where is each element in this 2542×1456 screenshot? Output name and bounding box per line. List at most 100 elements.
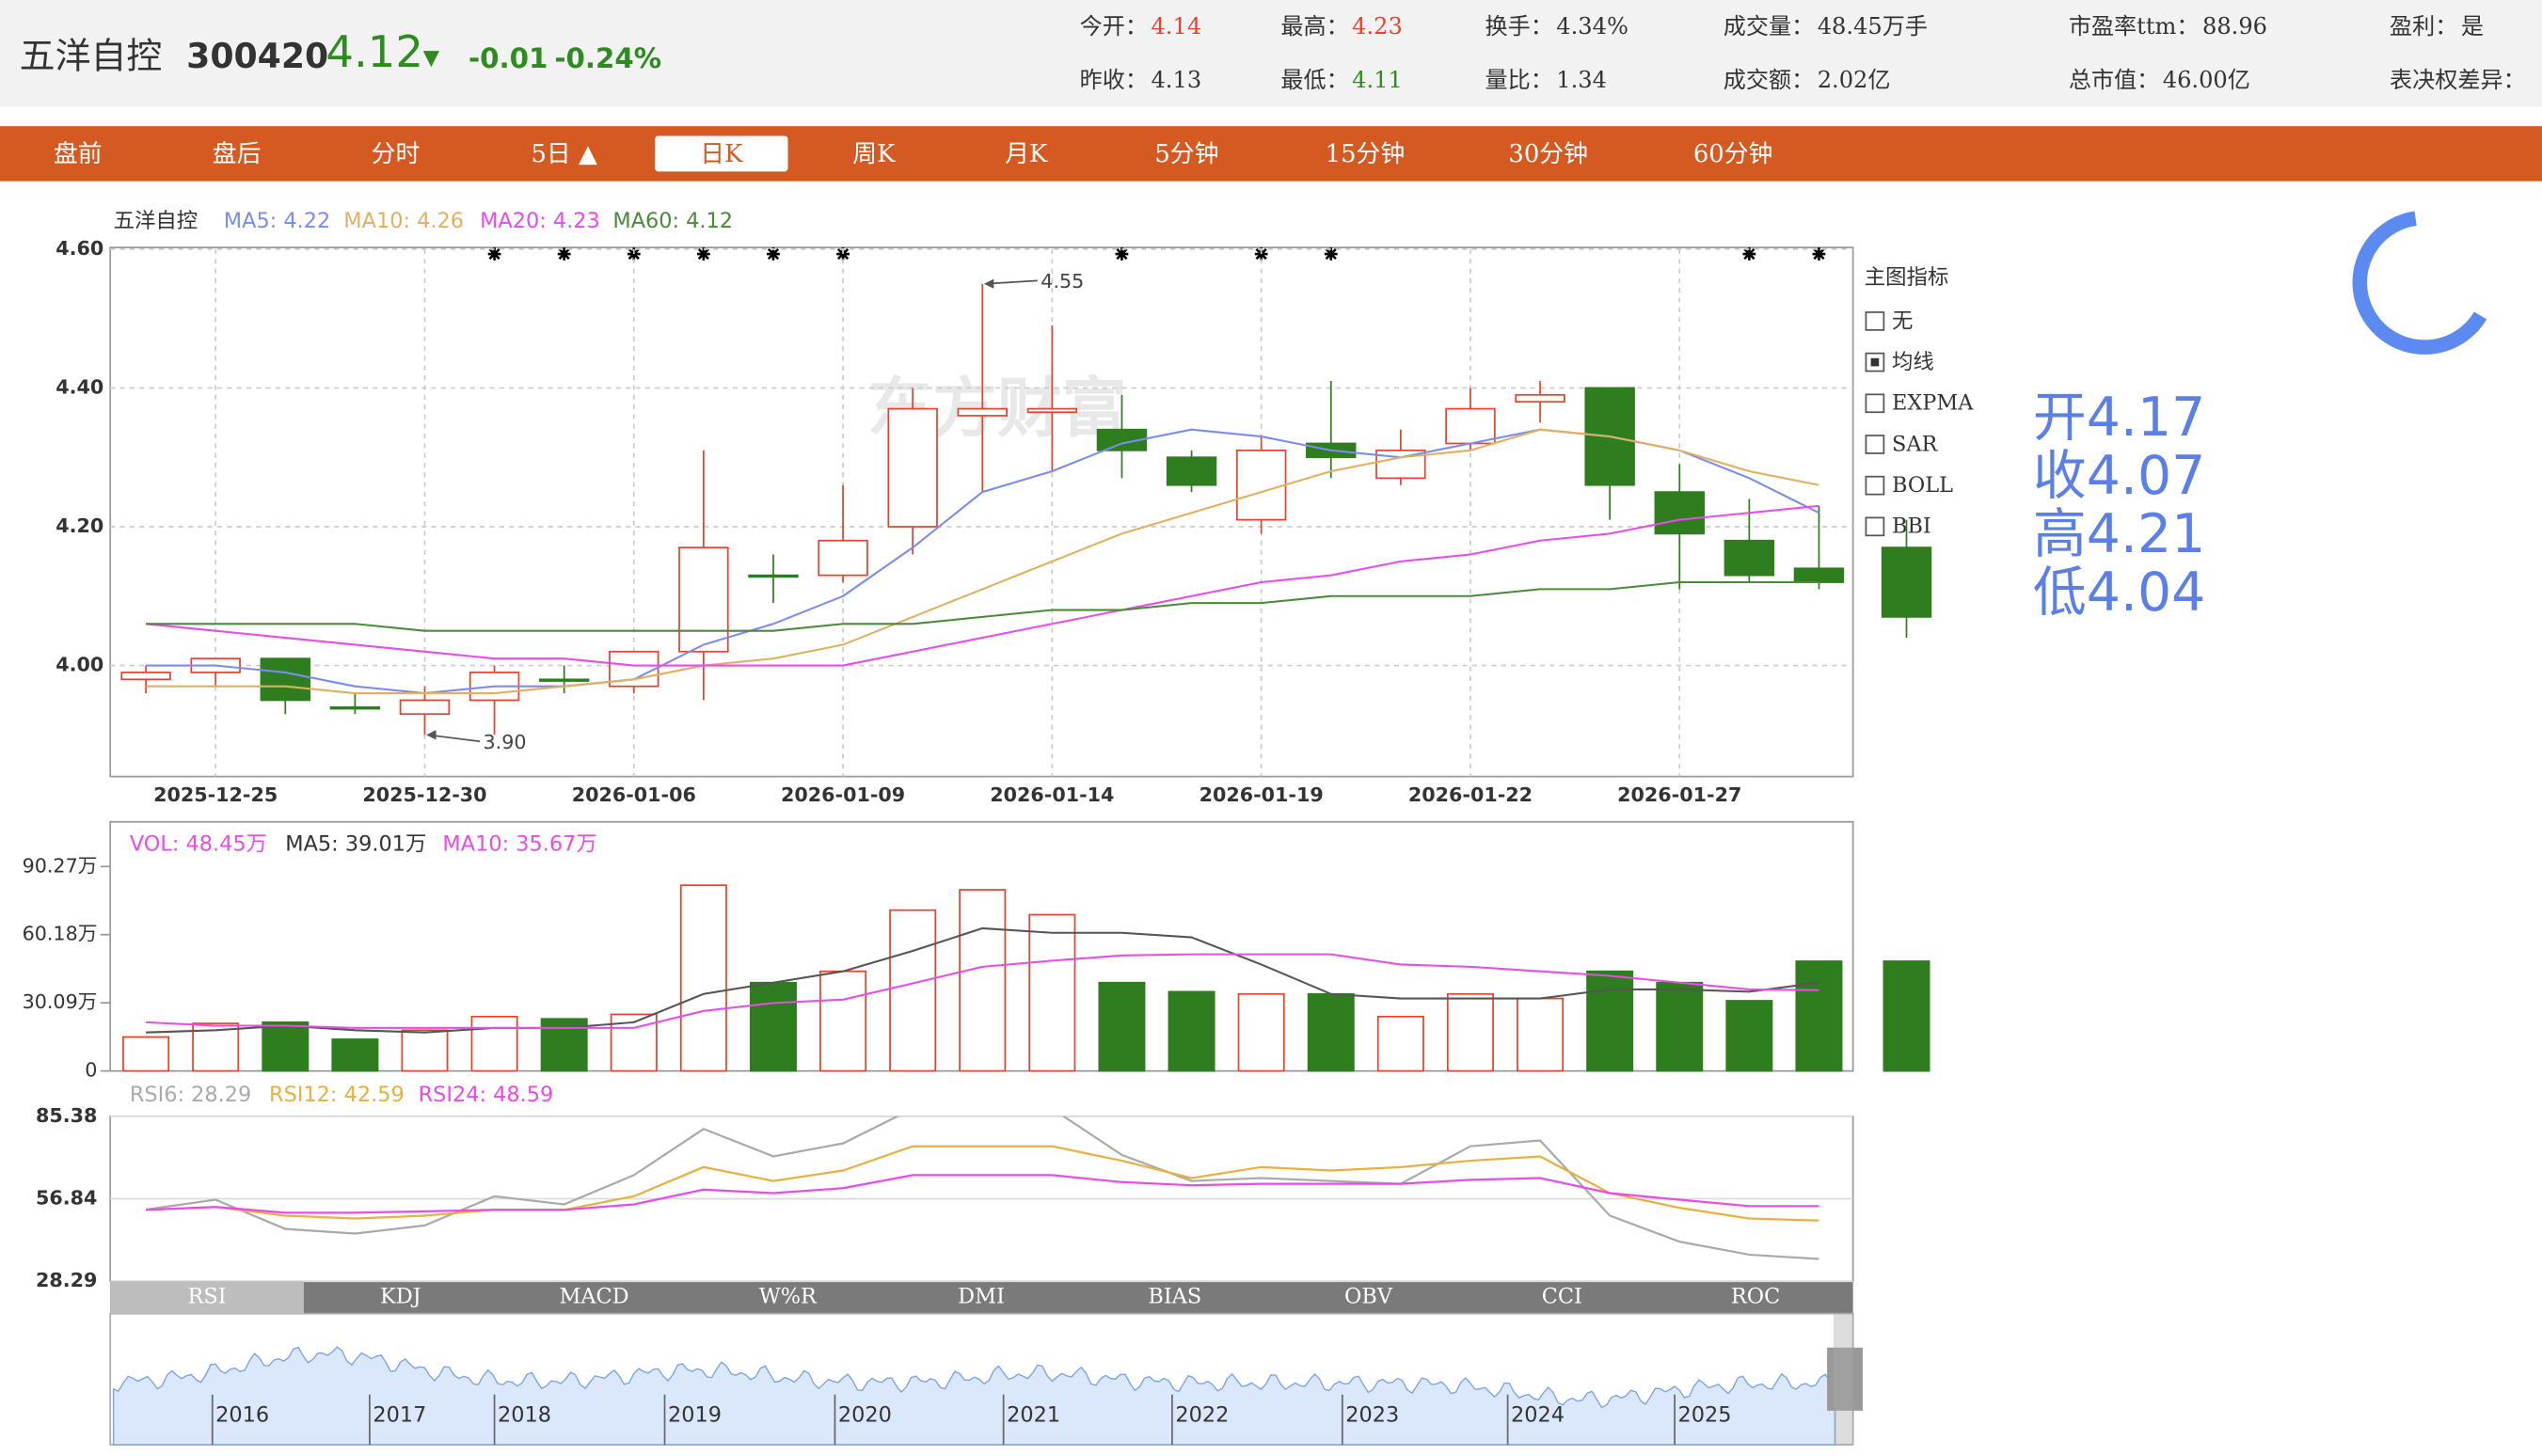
toolbar-tab[interactable]: 15分钟	[1326, 140, 1406, 168]
stat-value: 48.45万手	[1818, 13, 1928, 40]
legend-entry: VOL: 48.45万	[130, 831, 267, 856]
side-title: 主图指标	[1865, 265, 1949, 290]
indicator-tab[interactable]: DMI	[958, 1284, 1005, 1308]
y-tick-label: 28.29	[36, 1269, 97, 1291]
stat-value: 88.96	[2202, 13, 2267, 40]
tooltip-label: 高	[2033, 503, 2087, 565]
checkbox[interactable]	[1865, 435, 1885, 454]
checkbox-label[interactable]: 无	[1892, 309, 1913, 333]
indicator-tab[interactable]: BIAS	[1148, 1284, 1201, 1308]
toolbar-tab[interactable]: 盘后	[213, 140, 262, 168]
toolbar-tab[interactable]: 周K	[852, 140, 896, 168]
checkbox-label[interactable]: SAR	[1892, 432, 1939, 456]
tooltip-line: 低4.04	[2033, 562, 2205, 624]
arrow-head	[426, 730, 437, 740]
stat: 成交量： 48.45万手	[1724, 13, 1928, 40]
stat-label: 市盈率ttm：	[2069, 13, 2200, 40]
x-tick-label: 2026-01-09	[781, 783, 905, 806]
signal-marker	[1324, 247, 1338, 261]
candle-body	[818, 539, 868, 577]
stat-label: 总市值：	[2069, 67, 2159, 93]
year-label: 2021	[1007, 1403, 1060, 1428]
ma-line	[146, 580, 1819, 632]
candle-body	[1166, 456, 1217, 486]
stat: 市盈率ttm： 88.96	[2069, 13, 2267, 40]
legend-entry: RSI6: 28.29	[130, 1083, 251, 1107]
x-tick-label: 2026-01-06	[572, 783, 696, 806]
checkbox[interactable]	[1865, 311, 1885, 331]
toolbar-tab[interactable]: 盘前	[54, 140, 103, 168]
y-tick-label: 60.18万	[23, 923, 98, 945]
volume-bar	[1883, 960, 1930, 1072]
indicator-tab[interactable]: RSI	[188, 1284, 227, 1308]
tooltip-label: 低	[2033, 562, 2087, 624]
stat: 今开： 4.14	[1080, 13, 1202, 40]
stat-label: 表决权差异：	[2390, 67, 2526, 93]
x-tick-label: 2026-01-14	[990, 783, 1114, 806]
signal-marker	[767, 247, 780, 261]
volume-bar	[889, 909, 937, 1072]
y-tick-label: 4.20	[56, 514, 103, 537]
toolbar-tab[interactable]: 5分钟	[1154, 140, 1218, 168]
stat-label: 成交额：	[1724, 67, 1814, 93]
signal-marker	[557, 247, 571, 261]
toolbar-tab[interactable]: 日K	[700, 140, 743, 168]
toolbar-tab[interactable]: 月K	[1005, 140, 1048, 168]
tooltip-label: 开	[2033, 387, 2087, 449]
stat-label: 最高：	[1280, 13, 1348, 40]
candle-body	[1654, 491, 1705, 535]
candle-body	[1445, 407, 1496, 445]
ma-line	[146, 428, 1819, 695]
y-tick-label: 0	[85, 1059, 97, 1082]
toolbar-tab[interactable]: 60分钟	[1693, 140, 1773, 168]
checkbox-label[interactable]: 均线	[1892, 350, 1934, 374]
checkbox[interactable]	[1865, 516, 1885, 537]
volume-bar	[1376, 1015, 1424, 1072]
stat-value: 4.11	[1352, 67, 1403, 93]
candle-body	[1096, 428, 1148, 451]
checkbox[interactable]	[1865, 393, 1885, 414]
tab-selected-bg	[655, 135, 788, 172]
indicator-tab[interactable]: W%R	[759, 1284, 818, 1308]
legend-entry: MA10: 35.67万	[442, 831, 596, 856]
overview-slider[interactable]	[1827, 1347, 1863, 1411]
volume-bar	[679, 884, 727, 1072]
indicator-tab[interactable]: CCI	[1542, 1284, 1582, 1308]
stock-code: 300420	[186, 36, 328, 76]
indicator-tab[interactable]: MACD	[559, 1284, 628, 1308]
stat-value: 4.13	[1151, 67, 1201, 93]
volume-bar	[1237, 992, 1285, 1072]
candle-body	[1026, 407, 1078, 414]
checkbox-label[interactable]: BBI	[1892, 514, 1931, 539]
indicator-tab[interactable]: ROC	[1731, 1284, 1780, 1308]
toolbar-tab[interactable]: 30分钟	[1508, 140, 1588, 168]
year-label: 2022	[1175, 1403, 1229, 1428]
stat-value: 46.00亿	[2163, 67, 2250, 93]
checkbox[interactable]	[1865, 475, 1885, 496]
indicator-tab[interactable]: KDJ	[380, 1284, 421, 1308]
x-tick-label: 2025-12-25	[153, 783, 278, 806]
price-frame	[109, 246, 1854, 778]
price-change: -0.01	[469, 42, 548, 74]
stat-value: 4.34%	[1556, 13, 1628, 40]
volume-ma	[146, 953, 1819, 1029]
candle-body	[1235, 449, 1287, 521]
toolbar-tab[interactable]: 5日 ▲	[531, 140, 597, 168]
y-tick-label: 90.27万	[23, 854, 98, 877]
year-label: 2024	[1511, 1403, 1565, 1428]
x-tick-label: 2025-12-30	[362, 783, 486, 806]
legend-entry: MA5: 4.22	[224, 209, 330, 233]
checkbox-label[interactable]: BOLL	[1892, 473, 1953, 498]
volume-bar	[1656, 981, 1704, 1072]
toolbar-tab[interactable]: 分时	[372, 140, 421, 168]
stat: 盈利：是	[2390, 13, 2484, 40]
y-tick-label: 4.00	[56, 654, 103, 676]
checkbox-label[interactable]: EXPMA	[1892, 391, 1974, 416]
tooltip-value: 4.21	[2087, 503, 2206, 565]
stat-value: 4.23	[1352, 13, 1403, 40]
annotation-arrow	[427, 734, 481, 743]
volume-bar	[1098, 981, 1146, 1072]
indicator-tab[interactable]: OBV	[1344, 1284, 1393, 1308]
signal-marker	[1812, 247, 1826, 261]
